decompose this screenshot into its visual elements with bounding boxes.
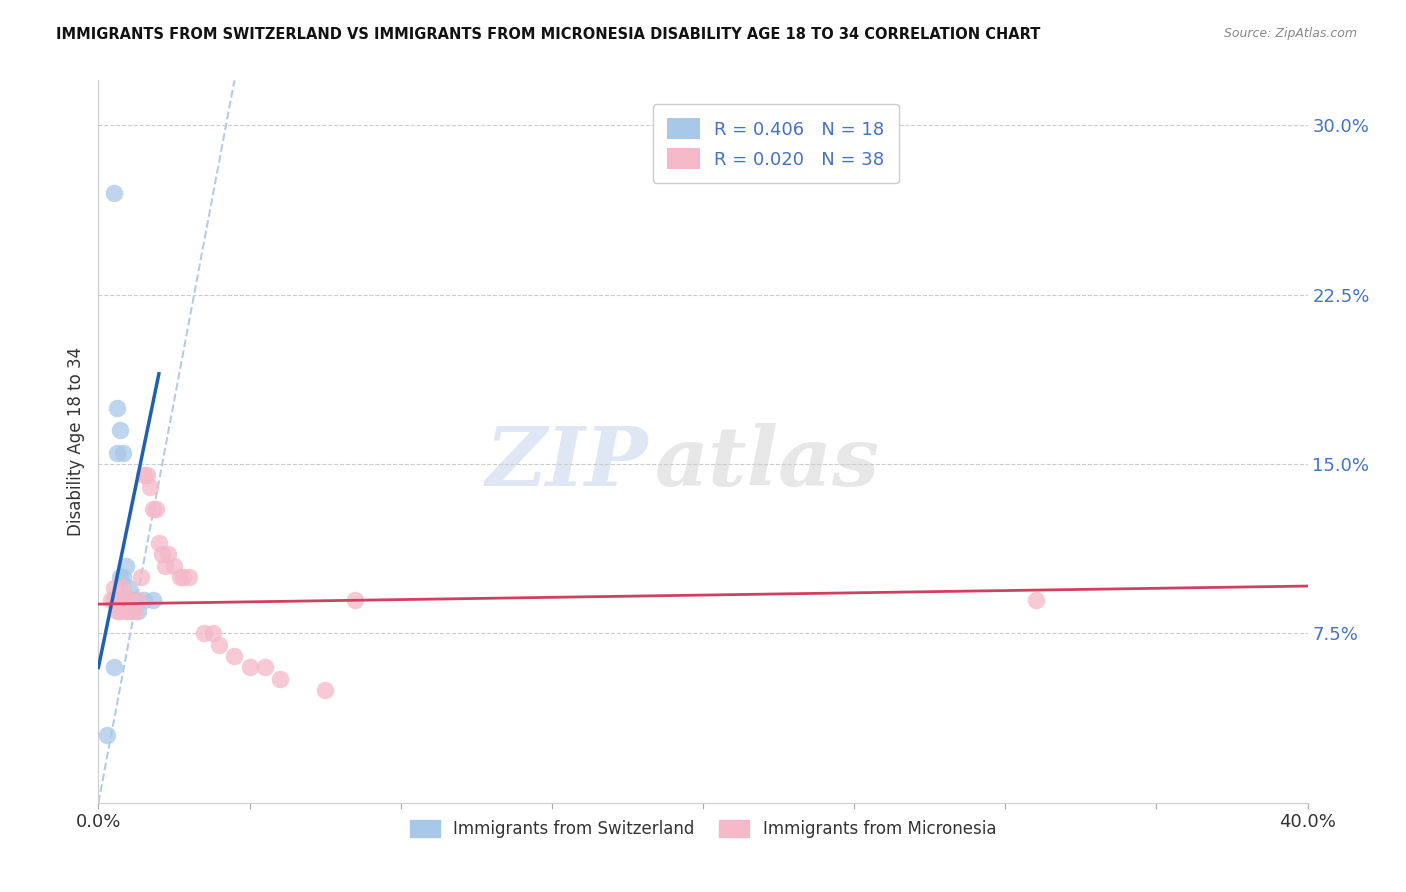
Text: Source: ZipAtlas.com: Source: ZipAtlas.com xyxy=(1223,27,1357,40)
Point xyxy=(121,592,143,607)
Point xyxy=(103,582,125,596)
Point xyxy=(114,592,136,607)
Point xyxy=(105,446,128,460)
Point xyxy=(108,592,131,607)
Point xyxy=(179,570,201,584)
Point xyxy=(142,502,165,516)
Legend: Immigrants from Switzerland, Immigrants from Micronesia: Immigrants from Switzerland, Immigrants … xyxy=(409,820,997,838)
Point xyxy=(344,592,367,607)
Point xyxy=(150,548,173,562)
Point xyxy=(114,604,136,618)
Point xyxy=(1024,592,1046,607)
Text: ZIP: ZIP xyxy=(486,423,648,503)
Point xyxy=(108,604,131,618)
Point xyxy=(193,626,215,640)
Point xyxy=(148,536,170,550)
Point xyxy=(172,570,194,584)
Point xyxy=(127,604,149,618)
Point xyxy=(96,728,118,742)
Point xyxy=(132,468,155,483)
Point xyxy=(108,570,131,584)
Point xyxy=(129,570,152,584)
Point xyxy=(253,660,276,674)
Point xyxy=(132,592,155,607)
Point xyxy=(169,570,191,584)
Point xyxy=(121,604,143,618)
Point xyxy=(103,186,125,201)
Point xyxy=(103,660,125,674)
Point xyxy=(103,592,125,607)
Point xyxy=(111,570,134,584)
Text: IMMIGRANTS FROM SWITZERLAND VS IMMIGRANTS FROM MICRONESIA DISABILITY AGE 18 TO 3: IMMIGRANTS FROM SWITZERLAND VS IMMIGRANT… xyxy=(56,27,1040,42)
Point xyxy=(163,558,186,573)
Point xyxy=(139,480,162,494)
Point xyxy=(202,626,225,640)
Point xyxy=(100,592,122,607)
Point xyxy=(269,672,291,686)
Point xyxy=(105,604,128,618)
Point xyxy=(108,423,131,437)
Point xyxy=(118,604,141,618)
Point xyxy=(208,638,231,652)
Point xyxy=(127,592,149,607)
Point xyxy=(114,558,136,573)
Point xyxy=(124,604,146,618)
Point xyxy=(111,582,134,596)
Point xyxy=(118,582,141,596)
Point xyxy=(135,468,157,483)
Point xyxy=(142,592,165,607)
Point xyxy=(314,682,336,697)
Point xyxy=(239,660,262,674)
Point xyxy=(145,502,167,516)
Point xyxy=(156,548,179,562)
Point xyxy=(105,401,128,415)
Point xyxy=(111,592,134,607)
Point xyxy=(111,446,134,460)
Point xyxy=(224,648,246,663)
Y-axis label: Disability Age 18 to 34: Disability Age 18 to 34 xyxy=(66,347,84,536)
Point xyxy=(118,592,141,607)
Point xyxy=(153,558,176,573)
Text: atlas: atlas xyxy=(655,423,880,503)
Point xyxy=(118,592,141,607)
Point xyxy=(124,592,146,607)
